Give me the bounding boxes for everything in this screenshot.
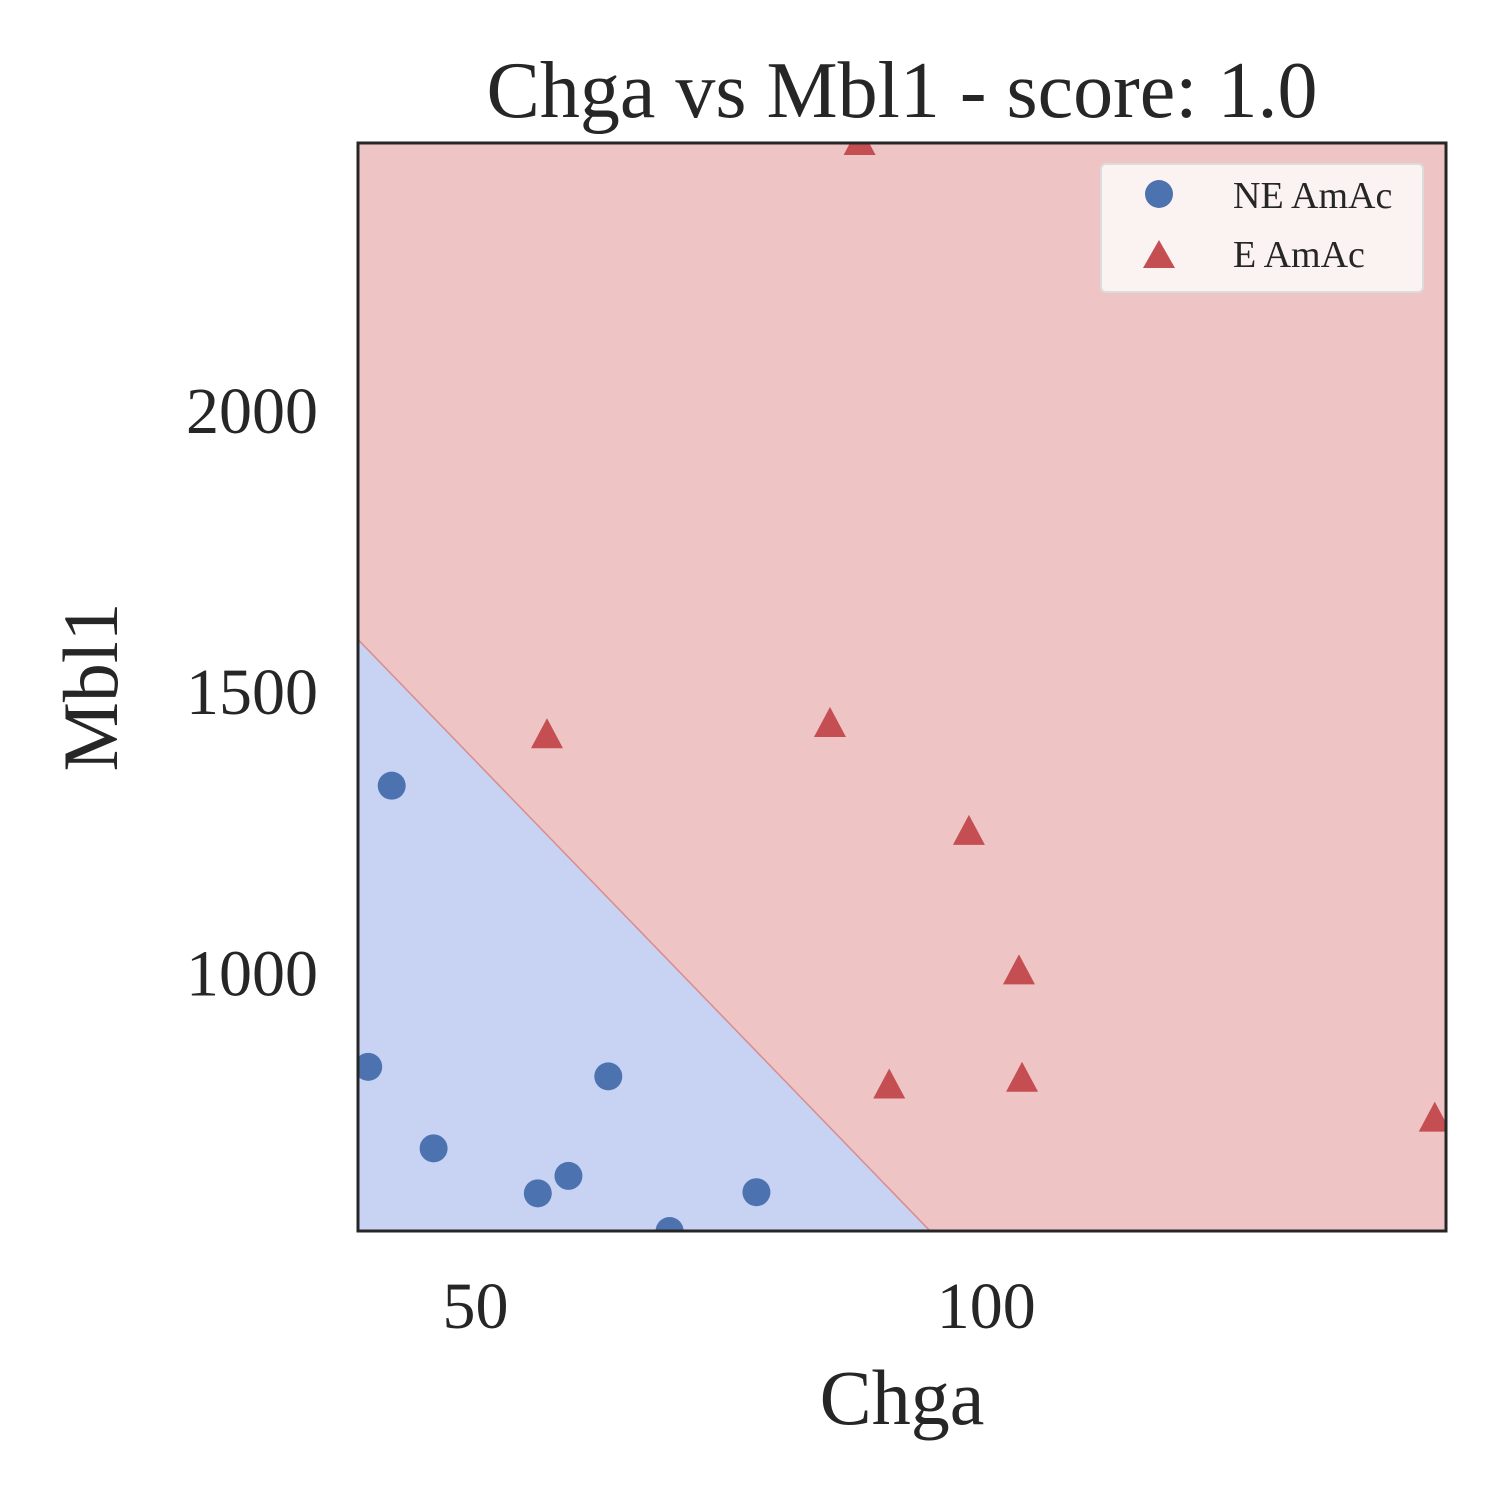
- y-axis-ticks: 1000 1500 2000: [186, 375, 318, 1010]
- decision-boundary-line: [358, 638, 931, 1231]
- point-e-amac-7: [1418, 1101, 1446, 1132]
- x-tick-label-50: 50: [442, 1270, 508, 1343]
- legend-label-e-amac: E AmAc: [1233, 234, 1365, 276]
- legend-marker-ne-amac: [1145, 180, 1173, 208]
- decision-regions: [358, 143, 1446, 1231]
- point-e-amac-5: [873, 1068, 906, 1099]
- x-axis-ticks: 50 100: [442, 1270, 1035, 1343]
- x-tick-label-100: 100: [937, 1270, 1036, 1343]
- y-axis-label: Mbl1: [47, 602, 134, 771]
- point-ne-amac-6: [655, 1217, 684, 1231]
- point-e-amac-0: [843, 143, 876, 155]
- point-e-amac-3: [952, 814, 985, 845]
- y-tick-label-2000: 2000: [186, 375, 318, 448]
- data-points: [358, 143, 1446, 1231]
- y-tick-label-1500: 1500: [186, 656, 318, 729]
- legend-label-ne-amac: NE AmAc: [1233, 175, 1392, 217]
- point-ne-amac-4: [554, 1161, 583, 1190]
- point-e-amac-6: [1006, 1061, 1039, 1092]
- point-ne-amac-7: [742, 1178, 771, 1207]
- point-ne-amac-3: [523, 1179, 552, 1208]
- legend: NE AmAc E AmAc: [1100, 163, 1424, 293]
- point-ne-amac-2: [419, 1134, 448, 1163]
- plot-frame: [356, 141, 1448, 1233]
- point-ne-amac-0: [377, 771, 406, 800]
- point-e-amac-4: [1002, 954, 1035, 985]
- legend-box: [1100, 163, 1424, 293]
- x-axis-label: Chga: [820, 1354, 985, 1441]
- chart-title: Chga vs Mbl1 - score: 1.0: [486, 47, 1317, 135]
- legend-marker-e-amac: [1143, 240, 1175, 268]
- y-tick-label-1000: 1000: [186, 937, 318, 1010]
- point-e-amac-1: [530, 718, 563, 749]
- point-ne-amac-5: [594, 1062, 623, 1091]
- point-ne-amac-1: [358, 1052, 383, 1081]
- point-e-amac-2: [813, 706, 846, 737]
